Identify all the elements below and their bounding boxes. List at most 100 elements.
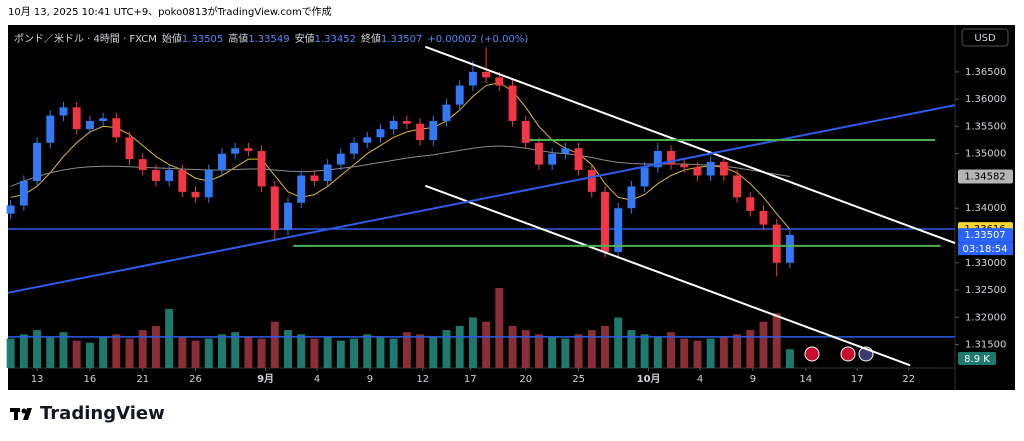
candle-body <box>72 107 81 130</box>
candle-body <box>746 197 755 211</box>
volume-bar <box>46 336 55 368</box>
x-tick-label: 10月 <box>637 373 661 385</box>
volume-bar <box>165 309 174 368</box>
volume-bar <box>429 336 438 368</box>
price-label: 1.34582 <box>964 171 1005 182</box>
candle-body <box>442 104 451 121</box>
volume-bar <box>297 334 306 368</box>
ohlc-name: 始値 <box>161 34 182 45</box>
ohlc-value: 1.33549 <box>248 34 290 45</box>
y-tick-label: 1.31500 <box>965 340 1006 351</box>
volume-bar <box>72 340 81 368</box>
logo-icon <box>10 408 32 420</box>
volume-bar <box>204 338 213 368</box>
volume-bar <box>719 336 728 368</box>
candle-body <box>165 170 174 181</box>
candle-body <box>6 205 15 214</box>
y-tick-label: 1.32000 <box>965 312 1006 323</box>
ohlc-value: 1.33507 <box>381 34 423 45</box>
volume-bar <box>468 317 477 368</box>
volume-bar <box>191 340 200 368</box>
symbol-legend: ポンド／米ドル · 4時間 · FXCM 始値1.33505 高値1.33549 安値… <box>14 30 533 45</box>
change: +0.00002 (+0.00%) <box>427 34 529 45</box>
candle-body <box>191 191 200 198</box>
candle-body <box>33 142 42 181</box>
volume-bar <box>112 334 121 368</box>
candle-body <box>772 224 781 263</box>
candle-body <box>468 71 477 86</box>
price-label-box <box>958 169 1013 184</box>
candle-body <box>125 137 134 160</box>
volume-bar <box>601 325 609 368</box>
candle-body <box>719 161 728 176</box>
candle-body <box>640 167 649 187</box>
candle-body <box>178 170 187 192</box>
x-tick-label: 14 <box>799 374 812 385</box>
x-tick-label: 17 <box>464 374 477 385</box>
x-tick-label: 22 <box>902 374 915 385</box>
candle-body <box>376 129 385 138</box>
candle-body <box>429 120 438 141</box>
price-label: 1.33507 <box>964 230 1005 241</box>
volume-bar <box>706 338 715 368</box>
volume-bar <box>416 334 425 368</box>
moving-average <box>10 82 791 230</box>
volume-bar <box>521 330 530 368</box>
volume-bar <box>244 336 253 368</box>
volume-bar <box>746 330 755 368</box>
candle-body <box>680 164 689 168</box>
y-tick-label: 1.35000 <box>965 149 1006 160</box>
volume-bar <box>151 325 160 368</box>
trend-line <box>7 104 956 294</box>
volume-bar <box>508 325 517 368</box>
currency: USD <box>974 33 996 44</box>
candle-body <box>482 71 491 78</box>
candle-body <box>759 210 768 225</box>
volume-bar <box>455 325 464 368</box>
candle-body <box>204 170 213 198</box>
trend-line <box>425 184 911 367</box>
y-tick-label: 1.33000 <box>965 258 1006 269</box>
candle-body <box>693 167 702 176</box>
volume-bar <box>587 330 596 368</box>
volume-bar <box>350 338 359 368</box>
candle-body <box>495 77 504 86</box>
volume-bar <box>231 332 240 368</box>
y-tick-label: 1.34000 <box>965 203 1006 214</box>
volume-bar <box>574 334 583 368</box>
candle-body <box>336 153 345 165</box>
candle-body <box>85 120 94 130</box>
candle-body <box>402 120 411 124</box>
x-tick-label: 9月 <box>257 373 274 385</box>
candle-body <box>244 148 253 151</box>
volume-bar <box>310 338 319 368</box>
volume-bar <box>178 336 187 368</box>
x-tick-label: 21 <box>136 374 149 385</box>
volume-bar <box>376 336 385 368</box>
volume-bar <box>653 336 662 368</box>
volume-bar <box>336 340 345 368</box>
volume-bar <box>640 334 649 368</box>
logo-text: TradingView <box>40 403 165 424</box>
volume-bar <box>614 317 623 368</box>
ohlc-value: 1.33505 <box>181 34 224 45</box>
x-tick-label: 26 <box>189 374 202 385</box>
candle-body <box>508 85 517 121</box>
volume-bar <box>482 321 491 368</box>
candle-body <box>19 180 28 206</box>
caption: 10月 13, 2025 10:41 UTC+9、poko0813がTradin… <box>8 5 332 18</box>
x-tick-label: 17 <box>851 374 864 385</box>
volume-bar <box>561 338 570 368</box>
volume-bar <box>284 330 292 368</box>
candle-body <box>270 186 279 231</box>
volume-bar <box>270 321 279 368</box>
volume-bar <box>495 288 504 368</box>
candle-body <box>218 153 226 171</box>
volume-bar <box>534 334 543 368</box>
candle-body <box>99 118 108 121</box>
volume-bar <box>125 338 134 368</box>
volume-bar <box>785 349 794 368</box>
x-tick-label: 9 <box>367 374 373 385</box>
